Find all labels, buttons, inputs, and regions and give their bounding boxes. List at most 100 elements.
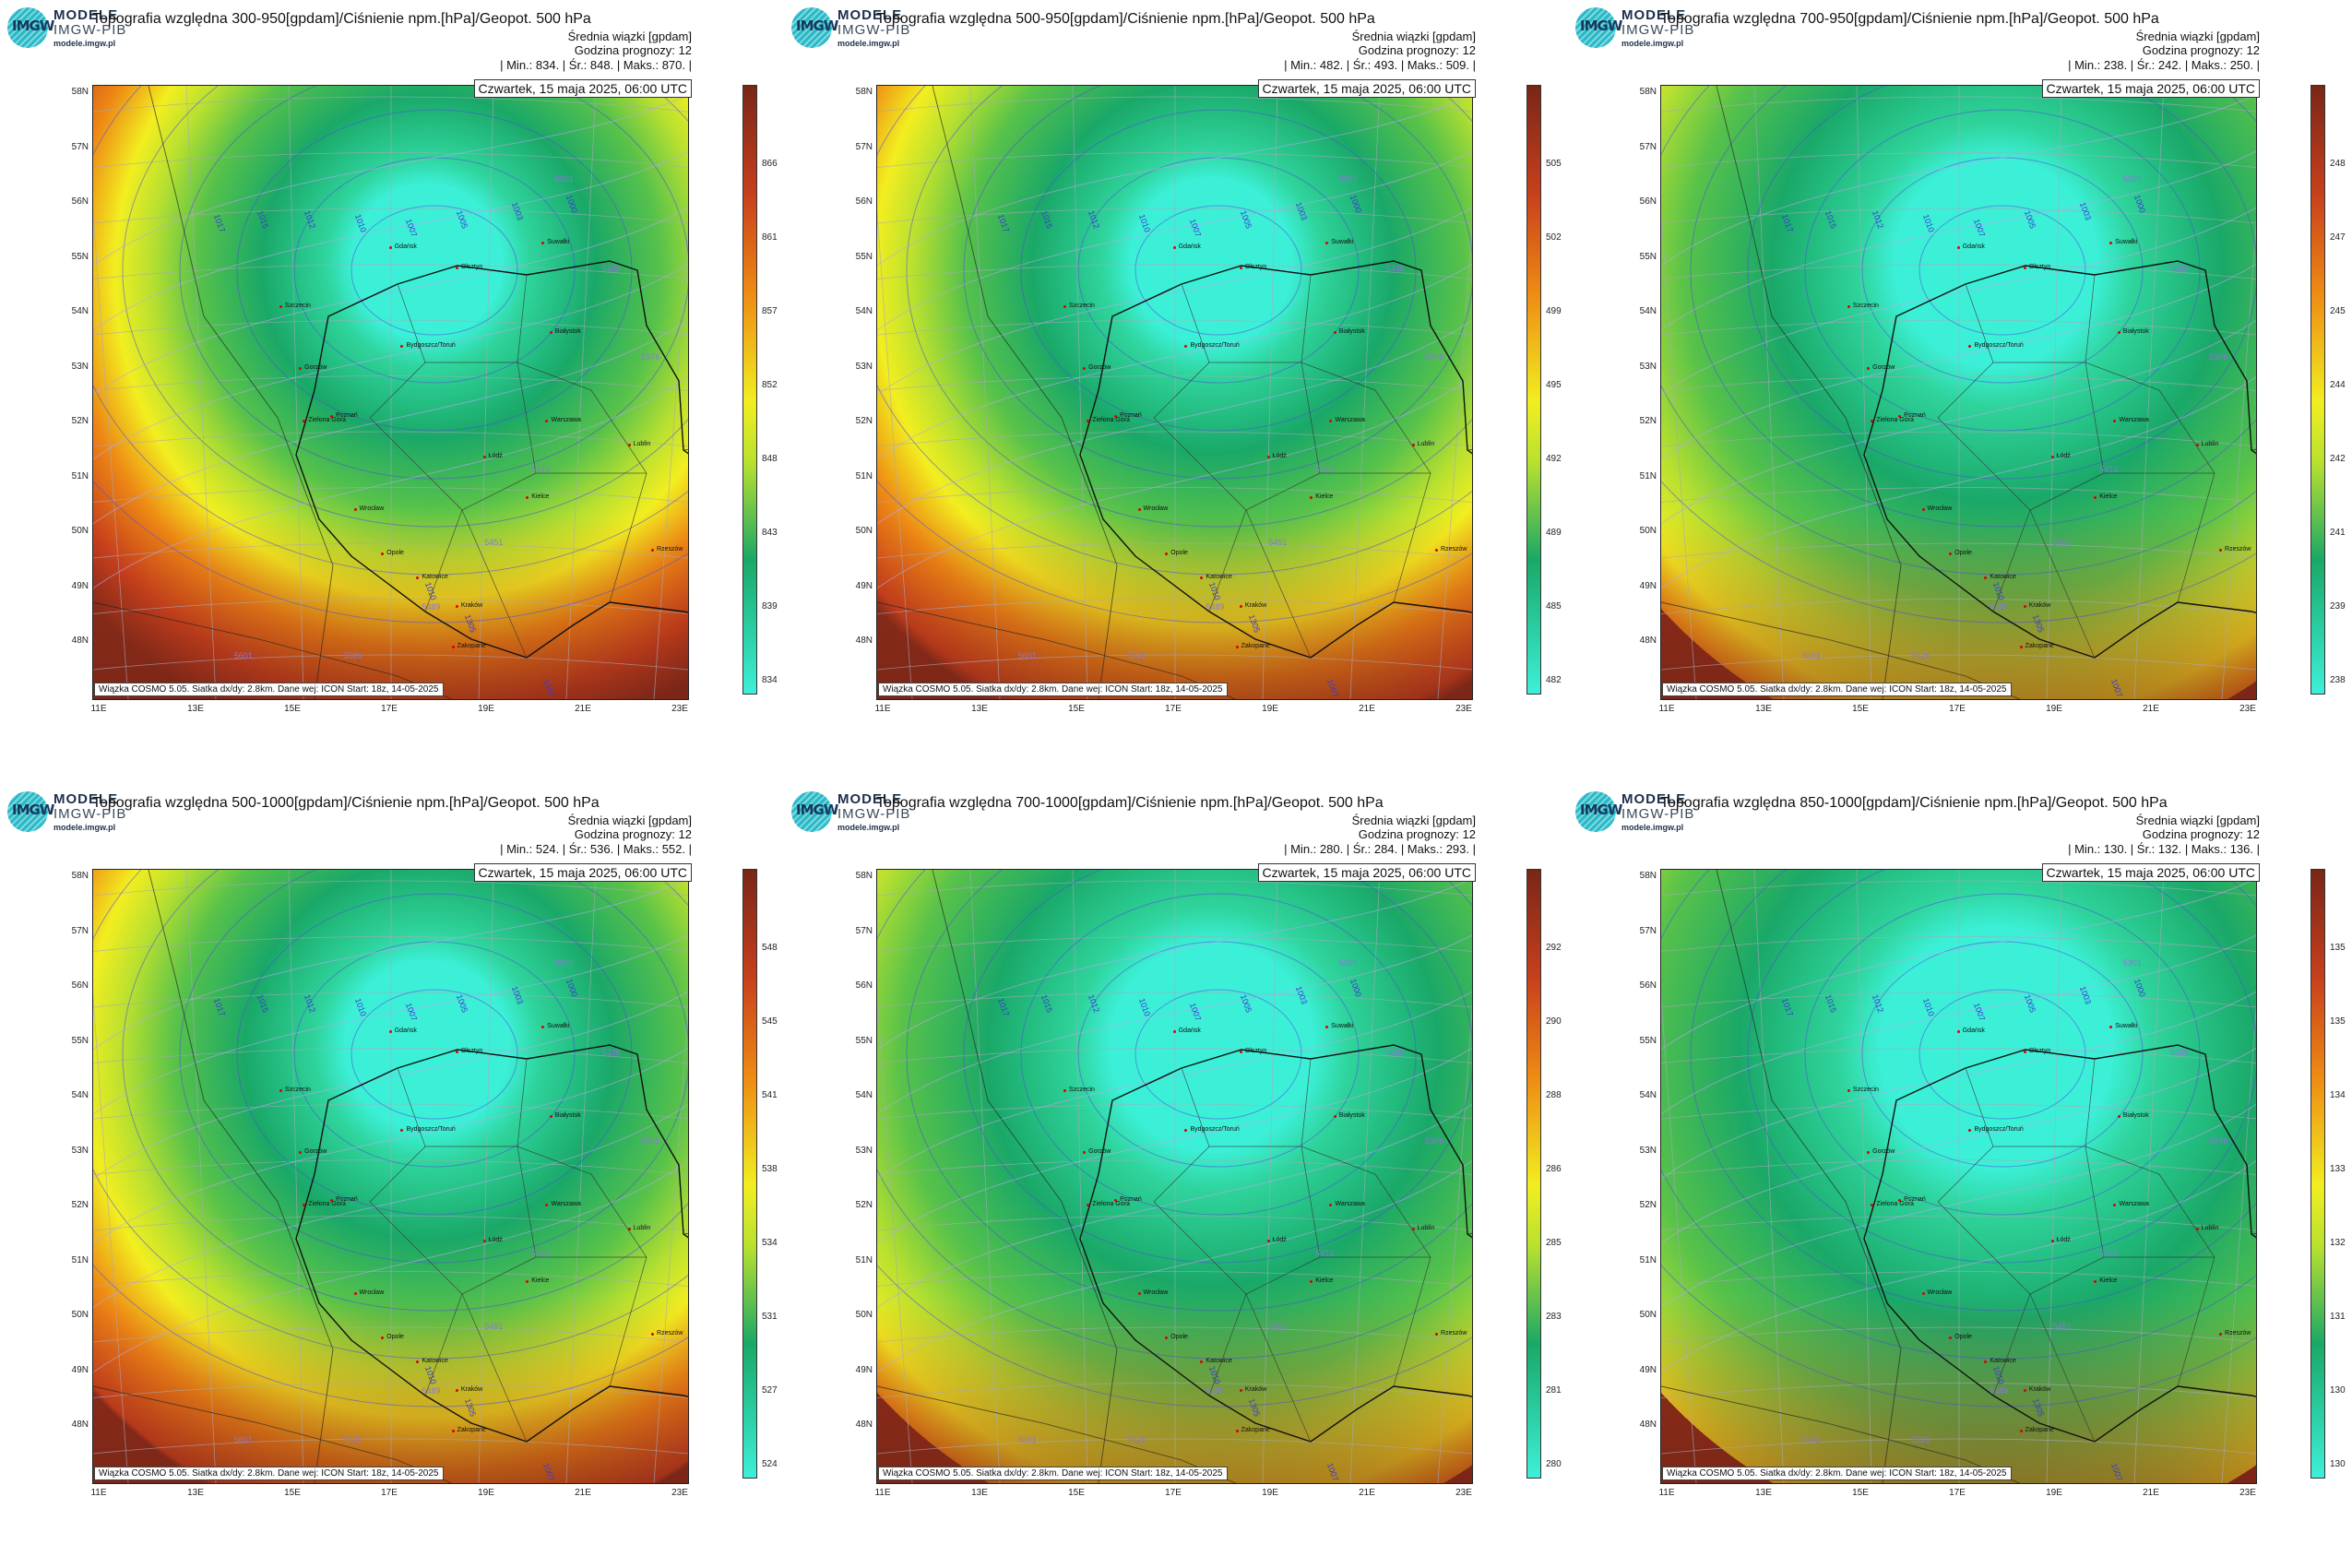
map-field-svg xyxy=(877,86,1472,699)
colorbar-tick: 527 xyxy=(762,1385,778,1396)
city-label: Rzeszów xyxy=(2218,545,2251,552)
forecast-hour: Godzina prognozy: 12 xyxy=(2142,43,2260,57)
city-label: Opole xyxy=(1949,1334,1972,1341)
colorbar-tick: 502 xyxy=(1546,232,1562,243)
geopotential-label: 5338 xyxy=(1385,1047,1405,1057)
colorbar-tick: 133 xyxy=(2330,1164,2346,1174)
colorbar-tick: 541 xyxy=(762,1090,778,1100)
colorbar-tick: 538 xyxy=(762,1164,778,1174)
isobar-line xyxy=(236,109,633,432)
meridian-line xyxy=(2046,870,2062,1483)
map-field-svg xyxy=(1661,870,2256,1483)
colorbar-tick: 281 xyxy=(1546,1385,1562,1396)
parallel-line xyxy=(1661,936,2256,952)
meridian-line xyxy=(1437,1004,1472,1483)
parallel-line xyxy=(93,599,688,614)
isobar-line xyxy=(877,870,1472,1360)
poland-border xyxy=(295,260,688,659)
colorbar-tick: 499 xyxy=(1546,306,1562,316)
city-label: Olsztyn xyxy=(2023,263,2051,270)
city-label: Łódź xyxy=(2050,453,2071,460)
city-label: Opole xyxy=(1165,1334,1188,1341)
geopotential-line xyxy=(1661,878,2256,1051)
city-label: Zielona Góra xyxy=(303,1200,346,1207)
country-border xyxy=(93,601,453,699)
colorbar xyxy=(2310,85,2325,695)
model-footer: Wiązka COSMO 5.05. Siatka dx/dy: 2.8km. … xyxy=(94,1467,444,1480)
colorbar-tick: 283 xyxy=(1546,1312,1562,1322)
stats-line: | Min.: 482. | Śr.: 493. | Maks.: 509. | xyxy=(1284,58,1476,72)
city-label: Zielona Góra xyxy=(1871,416,1914,423)
geopotential-line xyxy=(93,319,688,525)
forecast-map[interactable]: Gdańsk Olsztyn Suwałki Szczecin Bydgoszcz/To… xyxy=(1660,85,2257,700)
poland-border xyxy=(295,1044,688,1443)
city-label: Zielona Góra xyxy=(1087,1200,1130,1207)
region-border xyxy=(461,1293,528,1443)
city-label: Wrocław xyxy=(353,505,385,512)
latitude-label: 50N xyxy=(1639,1310,1657,1320)
longitude-label: 17E xyxy=(381,704,398,714)
isobar-line xyxy=(93,480,688,624)
geopotential-label: 5376 xyxy=(641,1135,660,1146)
colorbar xyxy=(742,85,757,695)
geopotential-label: 5413 xyxy=(531,1249,551,1259)
latitude-label: 52N xyxy=(855,1200,873,1210)
parallel-line xyxy=(1661,1048,2256,1063)
warm-band xyxy=(877,870,1472,1483)
colorbar-tick: 247 xyxy=(2330,232,2346,243)
poland-border xyxy=(1079,260,1472,659)
longitude-label: 19E xyxy=(2046,704,2062,714)
forecast-map[interactable]: Gdańsk Olsztyn Suwałki Szczecin Bydgoszcz/To… xyxy=(876,869,1473,1484)
geopotential-label: 5376 xyxy=(2209,1135,2228,1146)
map-panel: IMGW MODELE IMGW-PIB modele.imgw.pl Topograf… xyxy=(784,0,1568,784)
city-label: Warszawa xyxy=(545,1200,581,1207)
imgw-logo: IMGW MODELE IMGW-PIB modele.imgw.pl xyxy=(7,790,146,836)
city-label: Rzeszów xyxy=(1434,1329,1467,1336)
colorbar-tick: 248 xyxy=(2330,159,2346,169)
parallel-line xyxy=(1661,1103,2256,1120)
country-border xyxy=(1661,1385,2021,1483)
latitude-label: 57N xyxy=(1639,925,1657,936)
map-field-svg xyxy=(93,86,688,699)
colorbar-tick: 534 xyxy=(762,1238,778,1248)
city-label: Olsztyn xyxy=(2023,1047,2051,1054)
city-label: Białystok xyxy=(2117,327,2149,335)
isobar-line xyxy=(963,86,1472,480)
city-label: Białystok xyxy=(1333,327,1365,335)
city-label: Zakopane xyxy=(451,642,486,649)
geopotential-line xyxy=(1661,207,2256,396)
latitude-label: 52N xyxy=(1639,416,1657,426)
country-border xyxy=(93,1385,453,1483)
geopotential-label: 5451 xyxy=(2052,1322,2072,1331)
city-label: Warszawa xyxy=(2113,1200,2149,1207)
forecast-map[interactable]: Gdańsk Olsztyn Suwałki Szczecin Bydgoszcz/To… xyxy=(1660,869,2257,1484)
colorbar xyxy=(2310,869,2325,1479)
country-border xyxy=(932,86,1118,699)
longitude-label: 23E xyxy=(671,704,688,714)
logo-org: IMGW-PIB xyxy=(837,806,911,822)
forecast-map[interactable]: Gdańsk Olsztyn Suwałki Szczecin Bydgoszcz/To… xyxy=(92,869,689,1484)
colorbar-tick: 130 xyxy=(2330,1385,2346,1396)
parallel-line xyxy=(877,1438,1472,1455)
region-border xyxy=(461,509,528,659)
forecast-map[interactable]: Gdańsk Olsztyn Suwałki Szczecin Bydgoszcz/To… xyxy=(92,85,689,700)
meridian-line xyxy=(653,220,688,699)
geopotential-line xyxy=(93,94,688,267)
meridian-line xyxy=(478,870,494,1483)
longitude-label: 23E xyxy=(2239,1488,2256,1498)
geopotential-label: 5489 xyxy=(1990,1386,2009,1396)
isobar-line xyxy=(350,989,518,1120)
country-border xyxy=(1716,86,1902,699)
logo-site: modele.imgw.pl xyxy=(1621,823,1684,832)
parallel-line xyxy=(877,1271,1472,1287)
colorbar-tick: 857 xyxy=(762,306,778,316)
geopotential-label: 5338 xyxy=(601,263,621,273)
geopotential-label: 5413 xyxy=(531,465,551,475)
map-panel: IMGW MODELE IMGW-PIB modele.imgw.pl Topograf… xyxy=(784,784,1568,1568)
geopotential-label: 5338 xyxy=(1385,263,1405,273)
forecast-map[interactable]: Gdańsk Olsztyn Suwałki Szczecin Bydgoszcz/To… xyxy=(876,85,1473,700)
region-border xyxy=(425,362,537,511)
meridian-line xyxy=(565,870,597,1483)
latitude-label: 49N xyxy=(71,580,89,591)
colorbar-tick: 135 xyxy=(2330,943,2346,953)
